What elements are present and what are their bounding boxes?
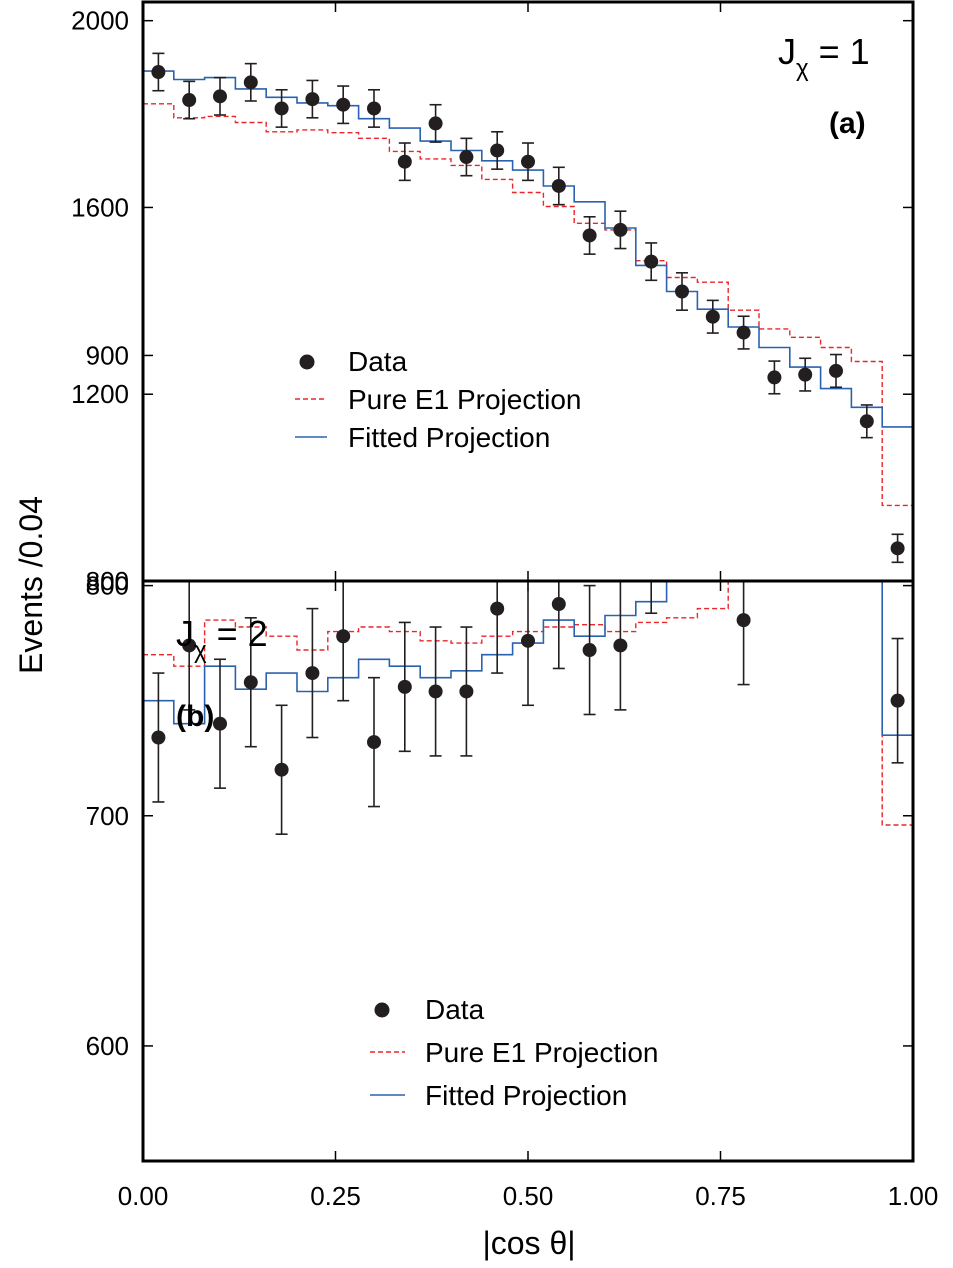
panel-letter: (b) bbox=[176, 700, 214, 733]
data-point bbox=[644, 542, 658, 556]
data-point bbox=[675, 284, 689, 299]
data-point bbox=[274, 762, 289, 777]
x-axis: 0.00 0.25 0.50 0.75 1.00 bbox=[118, 1181, 939, 1211]
data-point bbox=[182, 638, 197, 653]
y-tick-label: 900 bbox=[86, 340, 129, 370]
data-point bbox=[151, 65, 166, 80]
data-point bbox=[551, 597, 566, 612]
y-tick-label: 600 bbox=[86, 1031, 129, 1061]
data-point bbox=[305, 92, 320, 107]
x-tick-label: 0.50 bbox=[503, 1181, 554, 1211]
data-point bbox=[305, 666, 320, 681]
legend-data-marker bbox=[299, 354, 315, 370]
data-point bbox=[705, 309, 720, 324]
legend-b: Data Pure E1 Projection Fitted Projection bbox=[370, 994, 658, 1111]
data-point bbox=[582, 228, 597, 243]
legend-label: Pure E1 Projection bbox=[425, 1037, 658, 1068]
data-point bbox=[767, 370, 782, 385]
data-point bbox=[706, 399, 720, 413]
data-point bbox=[859, 414, 874, 429]
data-point bbox=[367, 101, 381, 116]
x-tick-label: 0.25 bbox=[310, 1181, 361, 1211]
data-point bbox=[767, 434, 781, 448]
data-point bbox=[521, 633, 535, 648]
data-point bbox=[459, 150, 474, 165]
y-tick-label: 1600 bbox=[71, 192, 129, 222]
x-axis-title: |cos θ| bbox=[482, 1225, 575, 1261]
data-point bbox=[367, 735, 381, 750]
panel-frame bbox=[141, 579, 915, 1163]
data-point bbox=[890, 541, 905, 556]
y-tick-label: 800 bbox=[86, 566, 129, 596]
fitted-line bbox=[143, 70, 913, 559]
data-point bbox=[490, 143, 505, 158]
data-point bbox=[736, 613, 751, 628]
data-point bbox=[551, 178, 566, 193]
data-point bbox=[582, 643, 597, 658]
y-tick-label: 2000 bbox=[71, 6, 129, 36]
x-tick-label: 0.75 bbox=[695, 1181, 746, 1211]
x-tick-label: 1.00 bbox=[888, 1181, 939, 1211]
data-point bbox=[613, 638, 628, 653]
data-point bbox=[243, 75, 258, 90]
data-point bbox=[490, 601, 505, 616]
data-point bbox=[890, 693, 905, 708]
data-point bbox=[521, 154, 535, 169]
data-point bbox=[274, 101, 289, 116]
panel-a: 800 1200 1600 2000 Jχ = 1 (a) Data Pure E1 Proj… bbox=[71, 0, 915, 596]
legend-data-marker bbox=[374, 1002, 390, 1018]
panel-letter: (a) bbox=[829, 107, 866, 140]
panel-b: 600 700 800 900 Jχ = 2 (b) Data Pure E1 Project… bbox=[86, 340, 915, 1163]
y-tick-label: 700 bbox=[86, 801, 129, 831]
pure-e1-line bbox=[143, 103, 913, 507]
data-point bbox=[213, 716, 227, 731]
y-axis-title: Events /0.04 bbox=[13, 496, 49, 674]
data-point bbox=[736, 325, 751, 340]
y-tick-label: 1200 bbox=[71, 379, 129, 409]
legend-label: Fitted Projection bbox=[348, 422, 550, 453]
legend-label: Fitted Projection bbox=[425, 1080, 627, 1111]
plot-area-a bbox=[143, 52, 913, 564]
data-point bbox=[428, 116, 443, 131]
data-point bbox=[829, 363, 843, 378]
data-point bbox=[798, 436, 812, 450]
data-point bbox=[675, 487, 689, 501]
data-point bbox=[397, 154, 412, 169]
data-point bbox=[397, 679, 412, 694]
data-point bbox=[459, 684, 474, 699]
panel-title: Jχ = 2 bbox=[176, 613, 268, 664]
data-point bbox=[428, 684, 443, 699]
data-point bbox=[644, 254, 659, 269]
data-point bbox=[336, 97, 351, 112]
data-point bbox=[829, 390, 843, 404]
data-point bbox=[151, 730, 166, 745]
legend-label: Data bbox=[348, 346, 408, 377]
data-point bbox=[798, 367, 813, 382]
panel-title: Jχ = 1 bbox=[778, 31, 870, 82]
data-point bbox=[182, 93, 197, 108]
data-point bbox=[613, 222, 628, 237]
data-point bbox=[213, 89, 227, 104]
data-point bbox=[860, 369, 874, 383]
data-point bbox=[336, 629, 351, 644]
legend-label: Data bbox=[425, 994, 485, 1025]
plot-area-b bbox=[143, 369, 913, 835]
y-tick-label: 800 bbox=[86, 571, 129, 601]
legend-label: Pure E1 Projection bbox=[348, 384, 581, 415]
data-point bbox=[243, 675, 258, 690]
x-tick-label: 0.00 bbox=[118, 1181, 169, 1211]
legend-a: Data Pure E1 Projection Fitted Projection bbox=[295, 346, 581, 453]
